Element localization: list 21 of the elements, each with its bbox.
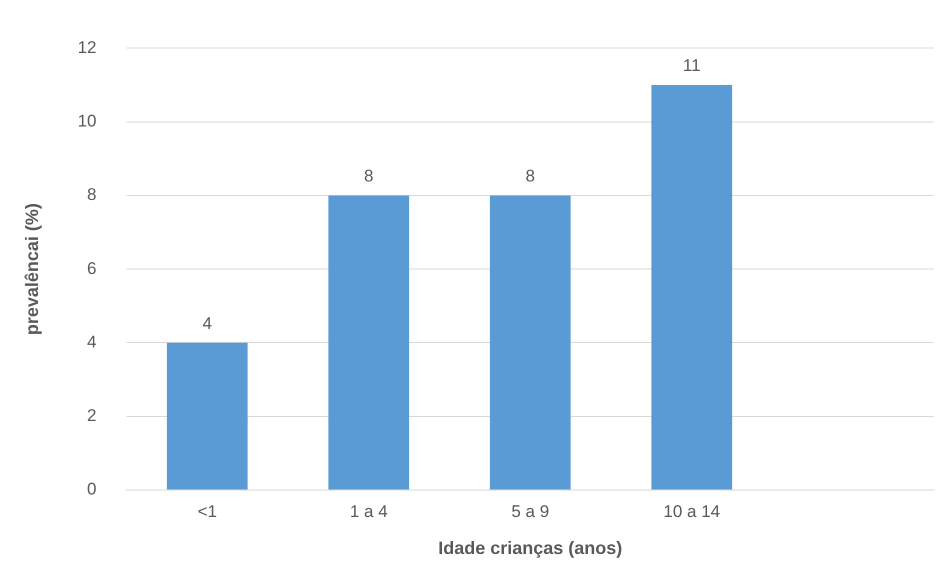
x-tick-label: 5 a 9 xyxy=(511,502,550,521)
y-tick-label: 2 xyxy=(87,406,97,426)
data-label: 8 xyxy=(526,166,535,186)
bar xyxy=(166,342,248,490)
x-tick-label: 10 a 14 xyxy=(663,502,720,521)
data-label: 8 xyxy=(364,166,374,186)
y-tick-label: 0 xyxy=(87,480,97,499)
data-label: 4 xyxy=(202,314,212,333)
bar xyxy=(490,195,571,490)
bar xyxy=(328,195,410,490)
y-axis-title: prevalêncai (%) xyxy=(22,203,42,336)
x-tick-label: 1 a 4 xyxy=(350,502,388,521)
data-label: 11 xyxy=(682,56,701,76)
y-tick-label: 4 xyxy=(87,332,97,352)
x-axis-title: Idade crianças (anos) xyxy=(438,538,622,558)
y-tick-label: 10 xyxy=(78,112,97,131)
y-tick-label: 12 xyxy=(78,38,97,57)
bar xyxy=(651,85,732,490)
y-tick-label: 8 xyxy=(87,185,97,204)
x-tick-label: <1 xyxy=(198,502,217,521)
y-tick-label: 6 xyxy=(87,258,97,278)
